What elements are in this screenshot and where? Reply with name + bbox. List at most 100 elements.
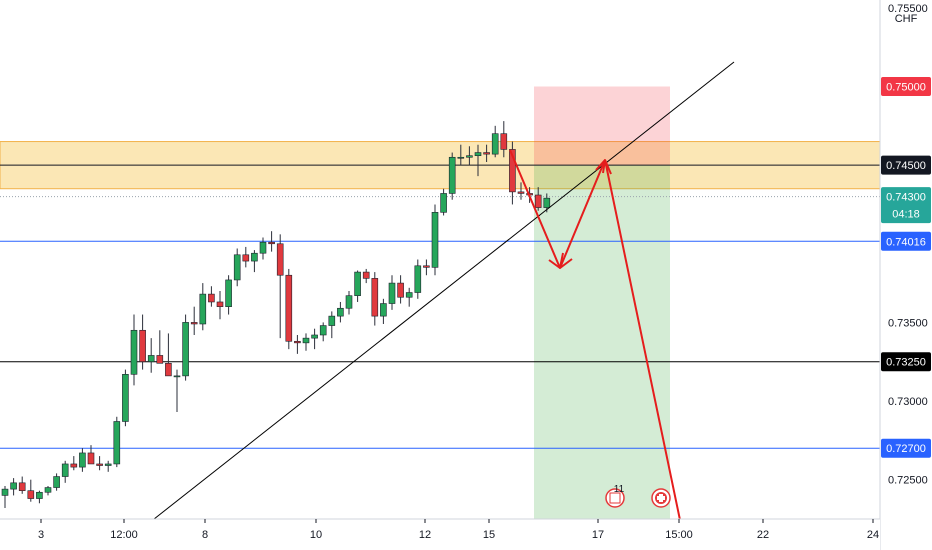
candle-body [474, 152, 482, 157]
candle-body [18, 482, 26, 491]
candle[interactable] [414, 259, 422, 299]
arrowhead-side [559, 258, 573, 269]
candle[interactable] [1, 485, 9, 508]
candle[interactable] [509, 141, 516, 205]
candle[interactable] [276, 234, 284, 339]
candle[interactable] [285, 268, 293, 350]
candle[interactable] [517, 182, 525, 200]
candle[interactable] [294, 334, 301, 354]
candles-layer [1, 121, 551, 508]
candle[interactable] [10, 478, 17, 496]
candle[interactable] [457, 144, 465, 166]
candle[interactable] [113, 416, 121, 468]
candle[interactable] [79, 448, 86, 472]
candle[interactable] [345, 290, 353, 315]
candle[interactable] [139, 314, 146, 370]
canada-flag-shape [609, 492, 621, 504]
candle[interactable] [328, 311, 336, 339]
price-tick-label: 0.73000 [888, 396, 928, 408]
candle[interactable] [27, 479, 35, 502]
price-badge-0.72700[interactable]: 0.72700 [881, 438, 931, 458]
candle[interactable] [147, 338, 155, 373]
candle[interactable] [242, 246, 250, 268]
candle[interactable] [18, 476, 26, 494]
candle[interactable] [354, 270, 361, 302]
event-flag-canada[interactable]: 11 [605, 484, 625, 508]
candle[interactable] [268, 231, 275, 252]
candle-body [36, 491, 43, 499]
price-badge-0.75000[interactable]: 0.75000 [881, 77, 931, 96]
candle[interactable] [397, 275, 404, 304]
price-badge-label: 0.75000 [886, 82, 926, 94]
candle[interactable] [130, 314, 138, 386]
candle-body [113, 421, 121, 465]
candle[interactable] [491, 125, 499, 158]
candle[interactable] [388, 275, 396, 310]
stop-loss-zone[interactable] [534, 86, 670, 166]
candle[interactable] [96, 456, 103, 471]
candle[interactable] [380, 298, 387, 324]
candle[interactable] [431, 204, 439, 276]
price-badge-0.74500[interactable]: 0.74500 [881, 155, 931, 175]
candle[interactable] [53, 473, 60, 491]
candle[interactable] [302, 333, 310, 351]
candle[interactable] [259, 237, 267, 260]
candle-body [79, 452, 86, 468]
candle-body [311, 334, 318, 339]
candle[interactable] [208, 286, 215, 307]
candle[interactable] [44, 485, 52, 496]
candle[interactable] [87, 445, 95, 465]
candle[interactable] [500, 121, 508, 158]
candle-body [319, 325, 327, 336]
arrowhead-down-right [559, 252, 564, 269]
candle[interactable] [405, 287, 413, 307]
event-count-badge: 11 [614, 484, 625, 495]
time-tick-label: 12:00 [110, 529, 138, 541]
price-badge-0.74300[interactable]: 0.74300 04:18 [881, 187, 931, 224]
price-badge-box [881, 77, 931, 96]
take-profit-zone[interactable] [534, 165, 670, 520]
candle-body [139, 329, 146, 363]
candle[interactable] [311, 328, 318, 350]
candle[interactable] [104, 460, 112, 472]
candle[interactable] [182, 314, 189, 381]
candle[interactable] [199, 283, 207, 331]
candle[interactable] [251, 250, 258, 273]
candle[interactable] [36, 490, 43, 504]
candle-body [190, 322, 198, 325]
candle[interactable] [371, 272, 379, 326]
candle[interactable] [466, 146, 473, 166]
candle[interactable] [362, 268, 370, 284]
price-badge-0.73250[interactable]: 0.73250 [881, 352, 931, 372]
candle[interactable] [534, 187, 542, 211]
candle-body [483, 152, 490, 155]
trendline[interactable] [148, 61, 735, 524]
candle-body [491, 133, 499, 155]
candle[interactable] [483, 144, 490, 162]
candle[interactable] [61, 460, 69, 483]
candle[interactable] [225, 275, 232, 315]
candle[interactable] [440, 188, 447, 216]
candle[interactable] [122, 369, 129, 427]
candle[interactable] [216, 290, 224, 320]
candle[interactable] [319, 322, 327, 342]
candle-body [1, 488, 9, 496]
price-badge-0.74016[interactable]: 0.74016 [881, 231, 931, 251]
candle[interactable] [423, 259, 430, 276]
candle[interactable] [165, 333, 172, 377]
candle[interactable] [233, 248, 241, 287]
candle[interactable] [156, 330, 164, 364]
projection-arrow[interactable] [509, 149, 681, 521]
price-badge-label: 0.74300 [886, 192, 926, 204]
candle[interactable] [173, 369, 181, 413]
time-axis[interactable]: 3 12:00 8 10 12 15 17 15:00 22 24 [0, 518, 880, 550]
candle[interactable] [190, 306, 198, 335]
event-flag-switzerland[interactable] [651, 488, 671, 508]
candle[interactable] [70, 456, 78, 471]
candle[interactable] [474, 144, 482, 177]
candle[interactable] [448, 152, 456, 200]
candle[interactable] [337, 301, 344, 323]
price-tick-label: 0.72500 [888, 475, 928, 487]
